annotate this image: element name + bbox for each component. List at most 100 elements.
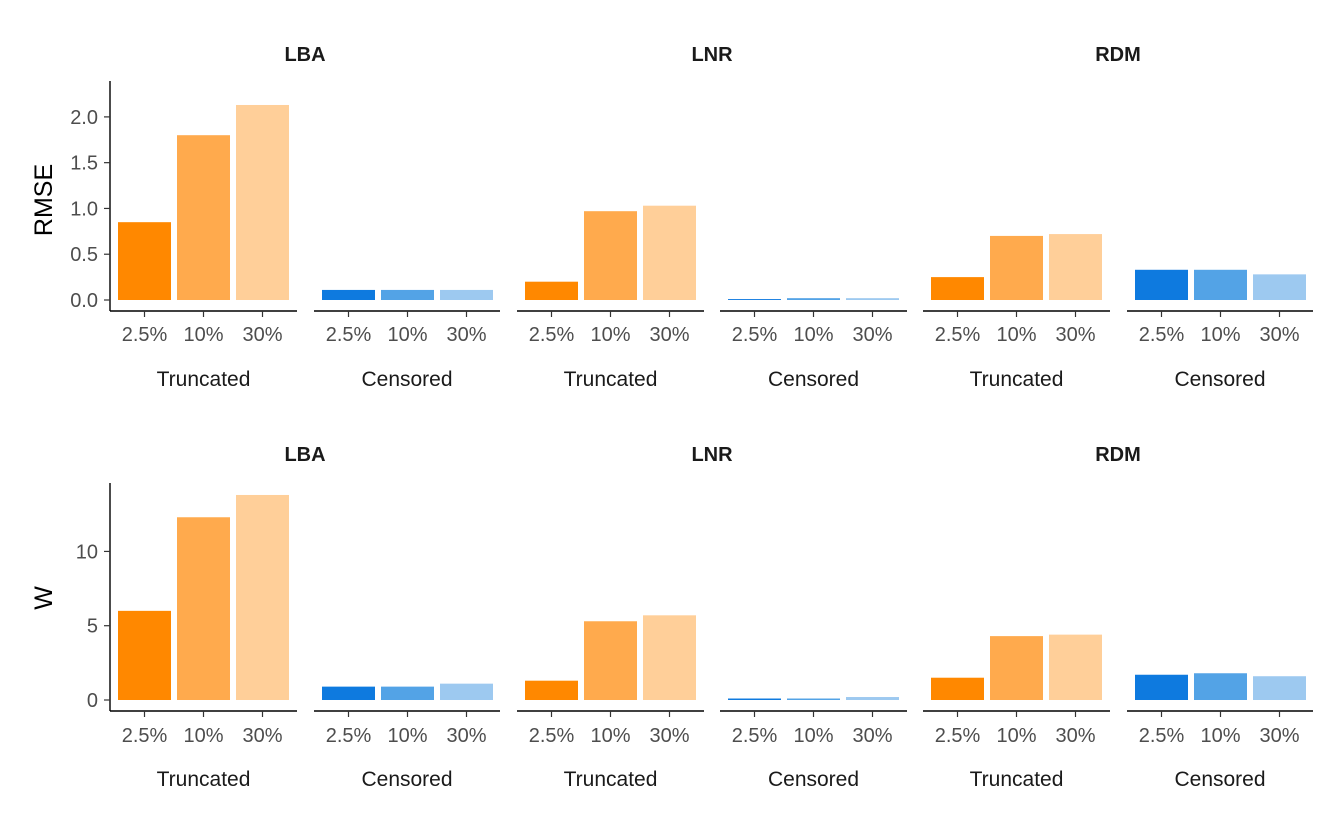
- x-tick-label: 30%: [852, 725, 892, 747]
- x-tick-label: 2.5%: [529, 324, 575, 346]
- bar: [322, 686, 375, 700]
- x-tick-label: 2.5%: [326, 725, 372, 747]
- group-label: Censored: [361, 368, 452, 391]
- x-tick-label: 2.5%: [122, 725, 168, 747]
- bar: [381, 289, 434, 300]
- facet-title: RDM: [1095, 44, 1141, 66]
- x-tick-label: 10%: [793, 725, 833, 747]
- x-tick-label: 2.5%: [122, 324, 168, 346]
- facet-title: RDM: [1095, 444, 1141, 466]
- x-tick-label: 30%: [1055, 324, 1095, 346]
- group-label: Censored: [768, 768, 859, 791]
- bar: [846, 298, 899, 300]
- x-tick-label: 2.5%: [732, 324, 778, 346]
- bar: [118, 222, 171, 300]
- x-tick-label: 30%: [1055, 725, 1095, 747]
- bar: [787, 298, 840, 300]
- x-tick-label: 10%: [387, 725, 427, 747]
- y-axis-title: W: [30, 586, 58, 610]
- bar: [177, 517, 230, 700]
- y-axis-title: RMSE: [30, 164, 58, 236]
- bar: [931, 277, 984, 300]
- group-label: Truncated: [970, 768, 1064, 791]
- x-tick-label: 2.5%: [935, 725, 981, 747]
- bar: [440, 289, 493, 300]
- x-tick-label: 2.5%: [935, 324, 981, 346]
- group-label: Censored: [1174, 768, 1265, 791]
- group-label: Truncated: [157, 768, 251, 791]
- bar: [1049, 234, 1102, 300]
- x-tick-label: 2.5%: [1139, 725, 1185, 747]
- y-tick-label: 0.0: [70, 290, 98, 312]
- bar: [440, 683, 493, 700]
- bar: [1135, 269, 1188, 300]
- y-tick-label: 1.5: [70, 153, 98, 175]
- bar: [1253, 274, 1306, 300]
- x-tick-label: 10%: [590, 324, 630, 346]
- y-tick-label: 1.0: [70, 198, 98, 220]
- x-tick-label: 30%: [242, 725, 282, 747]
- y-tick-label: 2.0: [70, 107, 98, 129]
- bar: [1049, 634, 1102, 700]
- facet-title: LBA: [284, 44, 325, 66]
- x-tick-label: 30%: [1259, 725, 1299, 747]
- bar: [236, 104, 289, 300]
- x-tick-label: 30%: [1259, 324, 1299, 346]
- x-tick-label: 10%: [996, 324, 1036, 346]
- group-label: Truncated: [564, 768, 658, 791]
- group-label: Censored: [1174, 368, 1265, 391]
- bar: [931, 677, 984, 700]
- x-tick-label: 10%: [183, 324, 223, 346]
- x-tick-label: 10%: [1200, 324, 1240, 346]
- facet-title: LBA: [284, 444, 325, 466]
- bar: [1194, 673, 1247, 700]
- x-tick-label: 10%: [183, 725, 223, 747]
- bar: [643, 615, 696, 700]
- bar: [1194, 269, 1247, 300]
- bar: [525, 680, 578, 700]
- x-tick-label: 2.5%: [529, 725, 575, 747]
- group-label: Censored: [768, 368, 859, 391]
- group-label: Censored: [361, 768, 452, 791]
- bar: [787, 698, 840, 700]
- bar: [846, 697, 899, 700]
- y-tick-label: 10: [76, 541, 98, 563]
- bar: [990, 636, 1043, 700]
- x-tick-label: 2.5%: [1139, 324, 1185, 346]
- y-tick-label: 0.5: [70, 244, 98, 266]
- bar: [1135, 674, 1188, 700]
- group-label: Truncated: [157, 368, 251, 391]
- bar: [381, 686, 434, 700]
- x-tick-label: 30%: [649, 725, 689, 747]
- bar: [525, 281, 578, 300]
- x-tick-label: 10%: [1200, 725, 1240, 747]
- bar: [322, 289, 375, 300]
- bar: [990, 235, 1043, 300]
- x-tick-label: 10%: [387, 324, 427, 346]
- facet-title: LNR: [691, 444, 733, 466]
- bar: [177, 135, 230, 300]
- x-tick-label: 30%: [446, 324, 486, 346]
- group-label: Truncated: [970, 368, 1064, 391]
- x-tick-label: 30%: [649, 324, 689, 346]
- x-tick-label: 30%: [852, 324, 892, 346]
- bar: [728, 698, 781, 700]
- x-tick-label: 2.5%: [732, 725, 778, 747]
- bar: [728, 299, 781, 300]
- bar: [584, 621, 637, 700]
- x-tick-label: 10%: [590, 725, 630, 747]
- x-tick-label: 10%: [793, 324, 833, 346]
- y-tick-label: 0: [87, 690, 98, 712]
- bar: [236, 494, 289, 700]
- bar: [1253, 676, 1306, 700]
- bar: [118, 610, 171, 700]
- x-tick-label: 30%: [446, 725, 486, 747]
- x-tick-label: 2.5%: [326, 324, 372, 346]
- y-tick-label: 5: [87, 616, 98, 638]
- facet-title: LNR: [691, 44, 733, 66]
- x-tick-label: 10%: [996, 725, 1036, 747]
- bar: [643, 205, 696, 300]
- bar: [584, 211, 637, 300]
- x-tick-label: 30%: [242, 324, 282, 346]
